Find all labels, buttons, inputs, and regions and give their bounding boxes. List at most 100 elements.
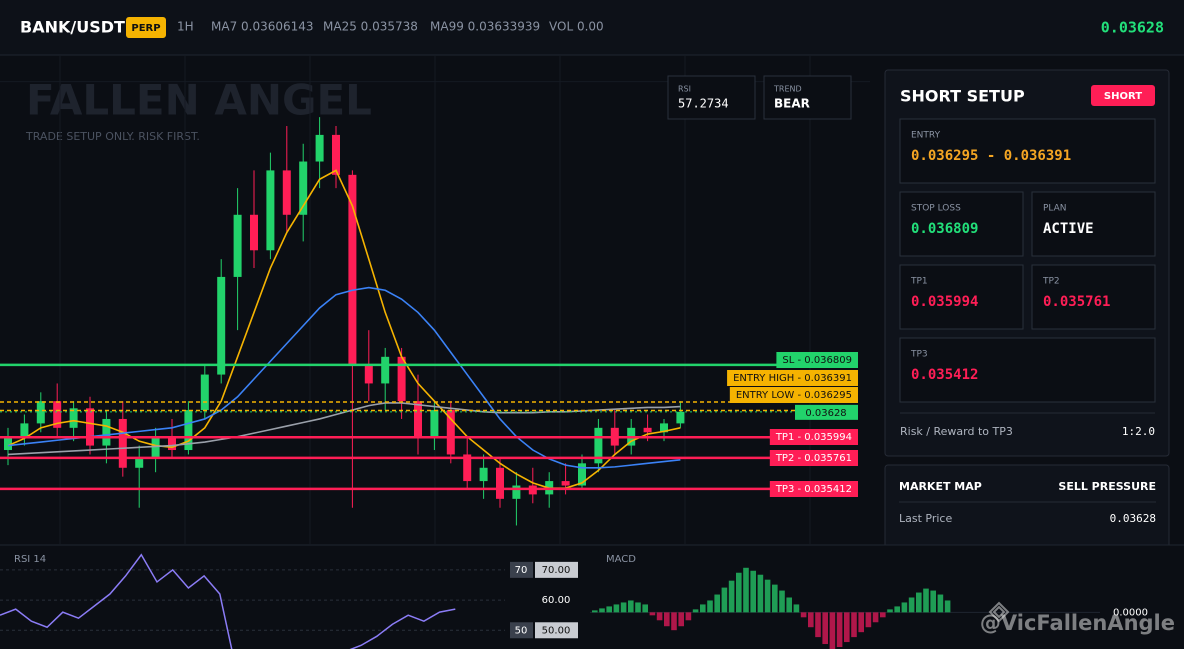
- macd-bar: [887, 609, 893, 613]
- level-label: TP2 - 0.035761: [775, 453, 852, 464]
- level-label-bg: [727, 370, 858, 386]
- candle-body: [381, 356, 390, 384]
- candle-body: [676, 411, 685, 424]
- ma7-label: MA7 0.03606143: [211, 20, 314, 34]
- tp2-value: 0.035761: [1043, 294, 1110, 310]
- candle-body: [332, 134, 340, 175]
- candle-body: [168, 436, 176, 451]
- candle-body: [643, 427, 652, 433]
- market-status: SELL PRESSURE: [1058, 480, 1156, 493]
- watermark-logo: [988, 601, 1010, 623]
- macd-bar: [592, 610, 598, 613]
- last-price: 0.03628: [1101, 19, 1164, 37]
- tp1-value: 0.035994: [911, 294, 978, 310]
- candle-body: [118, 418, 127, 468]
- macd-bar: [908, 597, 915, 613]
- macd-bar: [815, 612, 821, 638]
- macd-bar: [678, 612, 684, 627]
- candle-body: [397, 356, 406, 402]
- macd-bar: [700, 604, 706, 613]
- candle-body: [282, 170, 291, 215]
- macd-bar: [872, 612, 879, 623]
- candle-body: [430, 410, 439, 437]
- short-button-label[interactable]: SHORT: [1104, 91, 1142, 102]
- pair: BANK/USDT: [20, 18, 125, 37]
- candle-body: [200, 374, 209, 411]
- candle-body: [364, 365, 373, 384]
- candle-body: [446, 410, 455, 455]
- interval[interactable]: 1H: [177, 20, 194, 34]
- candle-body: [299, 161, 308, 215]
- setup-title: SHORT SETUP: [900, 87, 1025, 106]
- macd-bar: [613, 604, 620, 613]
- macd-bar: [937, 594, 944, 613]
- header-bar: [0, 0, 1184, 55]
- level-label: TP1 - 0.035994: [775, 432, 852, 443]
- candle-body: [348, 174, 357, 366]
- macd-bar: [721, 587, 728, 613]
- stat-box: [763, 75, 852, 120]
- candle-body: [414, 401, 422, 437]
- macd-bar: [620, 602, 627, 613]
- candle-body: [135, 458, 144, 468]
- rsi-line: [0, 553, 456, 649]
- macd-bar: [772, 584, 778, 613]
- entry-box: [899, 118, 1156, 184]
- rsi-title: RSI 14: [14, 554, 46, 565]
- macd-bar: [916, 592, 922, 613]
- market-title: MARKET MAP: [899, 480, 982, 493]
- ma-line: [7, 169, 681, 489]
- macd-bar: [685, 612, 692, 621]
- macd-bar: [865, 612, 872, 628]
- macd-bar: [642, 604, 648, 613]
- level-label-bg: [769, 450, 858, 466]
- macd-bar: [743, 567, 749, 613]
- macd-bar: [808, 612, 814, 628]
- macd-title: MACD: [606, 554, 636, 565]
- rsi-label: 70.00: [542, 565, 571, 576]
- candle-body: [512, 485, 521, 499]
- macd-bar: [858, 612, 864, 633]
- level-label-bg: [769, 481, 858, 497]
- macd-bar: [793, 604, 800, 613]
- stat-label: RSI: [678, 85, 691, 94]
- brand-title: FALLEN ANGEL: [26, 76, 372, 125]
- rsi-tag: 50: [515, 625, 528, 636]
- last-price-bg: [795, 404, 858, 420]
- tp3-label: TP3: [910, 350, 928, 360]
- rsi-plot: [0, 553, 505, 649]
- ma-line: [7, 402, 681, 456]
- candle-body: [184, 410, 193, 451]
- macd-bar: [844, 612, 850, 643]
- ma-line: [7, 286, 681, 469]
- macd-bar: [944, 600, 951, 613]
- macd-bar: [656, 612, 663, 621]
- short-button[interactable]: [1091, 85, 1155, 106]
- rsi-tag: 70: [515, 565, 528, 576]
- plan-value: ACTIVE: [1043, 221, 1094, 237]
- candle-body: [102, 418, 111, 446]
- candle-body: [463, 454, 472, 482]
- stop-value: 0.036809: [911, 221, 978, 237]
- macd-bar: [822, 612, 828, 645]
- stop-label: STOP LOSS: [911, 204, 961, 214]
- level-label: TP3 - 0.035412: [775, 484, 852, 495]
- candle-body: [496, 467, 504, 499]
- candle-body: [217, 276, 226, 375]
- macd-bar: [851, 612, 857, 638]
- candle-body: [594, 427, 603, 464]
- candle-body: [315, 134, 324, 162]
- macd-bar: [836, 612, 843, 648]
- macd-bar: [599, 608, 605, 613]
- bottom-panels: [0, 545, 1184, 649]
- setup-boxes: [899, 118, 1156, 403]
- stat-value: BEAR: [774, 97, 810, 111]
- rr-value: 1:2.0: [1122, 425, 1155, 438]
- macd-bar: [764, 579, 771, 613]
- macd-bar: [671, 612, 677, 631]
- stat-box: [667, 75, 756, 120]
- candle-body: [578, 463, 586, 486]
- tp1-box: [899, 264, 1024, 330]
- candle-body: [86, 408, 94, 446]
